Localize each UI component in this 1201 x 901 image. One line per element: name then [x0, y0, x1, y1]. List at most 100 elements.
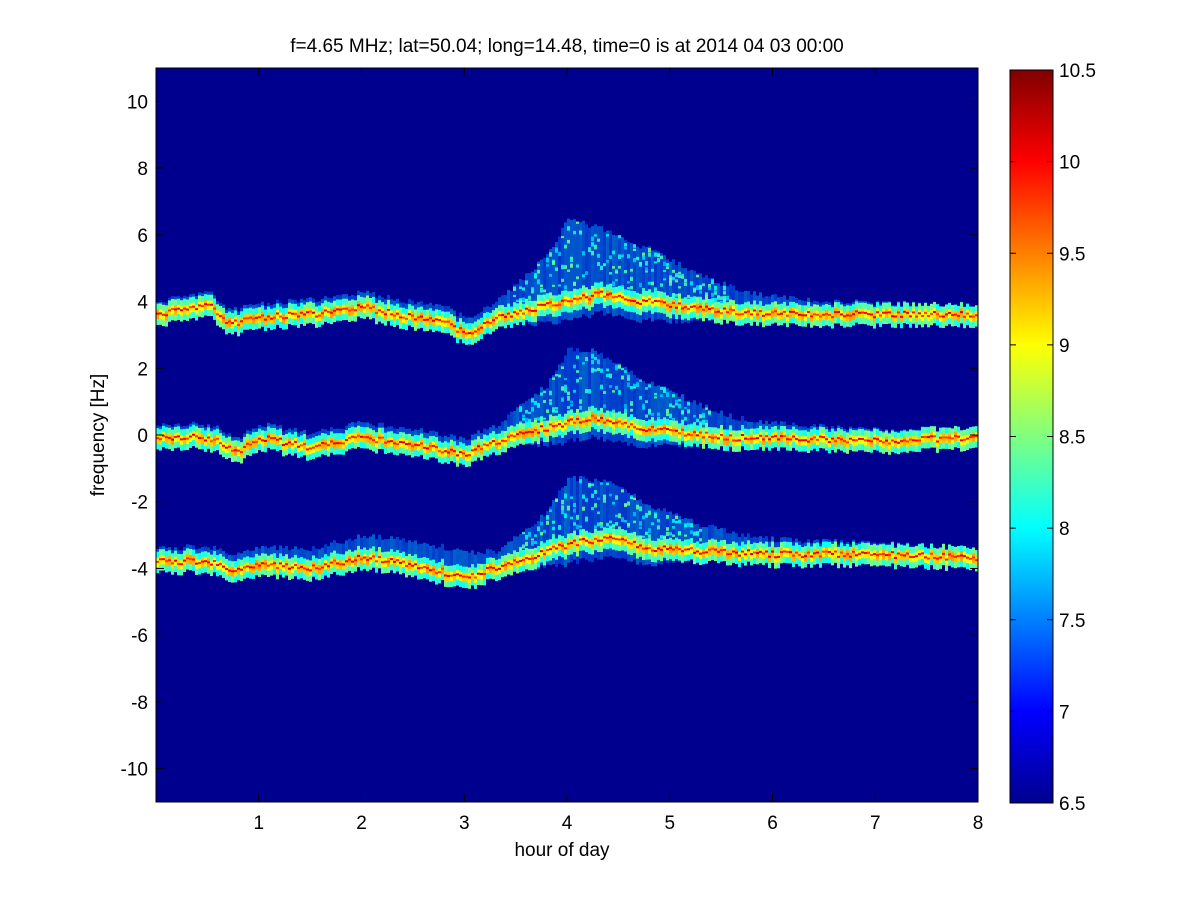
heat-cell-speckle-2 — [615, 514, 618, 518]
heat-cell-peak-1 — [597, 419, 600, 422]
heat-cell-peak-2 — [186, 557, 189, 560]
heat-cell-speckle-0 — [537, 269, 540, 274]
heat-cell-peak-2 — [624, 539, 627, 542]
heat-cell-peak-2 — [171, 562, 174, 565]
heat-cell-peak-2 — [168, 559, 171, 562]
heat-cell-band-0 — [585, 224, 588, 317]
heat-cell-peak-1 — [762, 438, 765, 441]
heat-cell-speckle-1 — [591, 353, 594, 359]
heat-cell-peak-0 — [192, 305, 195, 308]
heat-cell-peak-2 — [519, 559, 522, 562]
heat-cell-peak-2 — [786, 550, 789, 553]
heat-cell-peak-2 — [396, 559, 399, 562]
heat-cell-peak-0 — [195, 308, 198, 311]
heat-cell-speckle-1 — [606, 373, 609, 378]
heat-cell-peak-2 — [633, 540, 636, 543]
heat-cell-peak-2 — [537, 555, 540, 558]
heat-cell-speckle-0 — [519, 286, 522, 290]
heat-cell-speckle-1 — [597, 367, 600, 371]
heat-cell-peak-0 — [957, 314, 960, 317]
heat-cell-peak-2 — [465, 575, 468, 578]
heat-cell-peak-2 — [687, 548, 690, 551]
heat-cell-band-2 — [552, 500, 555, 564]
heat-cell-peak-2 — [510, 563, 513, 566]
heat-cell-peak-1 — [438, 450, 441, 453]
heat-cell-peak-1 — [465, 454, 468, 457]
heat-cell-speckle-2 — [579, 525, 582, 528]
heat-cell-speckle-0 — [669, 281, 672, 286]
heat-cell-speckle-1 — [564, 387, 567, 393]
heat-cell-peak-2 — [759, 550, 762, 553]
heat-cell-band-1 — [537, 394, 540, 447]
heat-cell-speckle-0 — [558, 251, 561, 256]
heat-cell-peak-1 — [282, 444, 285, 447]
heat-cell-speckle-0 — [690, 281, 693, 286]
heat-cell-peak-0 — [558, 303, 561, 306]
heat-cell-peak-2 — [471, 573, 474, 576]
heat-cell-band-2 — [669, 511, 672, 562]
heat-cell-peak-1 — [663, 426, 666, 429]
heat-cell-peak-1 — [318, 444, 321, 447]
heat-cell-band-1 — [546, 388, 549, 447]
heat-cell-peak-2 — [909, 556, 912, 559]
heat-cell-peak-1 — [783, 435, 786, 438]
heat-cell-speckle-0 — [597, 238, 600, 242]
heat-cell-band-1 — [627, 372, 630, 446]
heat-cell-speckle-2 — [573, 508, 576, 513]
heat-cell-band-0 — [564, 222, 567, 320]
heat-cell-speckle-0 — [546, 264, 549, 267]
x-tick-label: 3 — [459, 813, 470, 834]
heat-cell-peak-0 — [273, 316, 276, 319]
heat-cell-peak-1 — [711, 436, 714, 439]
heat-cell-peak-0 — [432, 319, 435, 322]
heat-cell-speckle-1 — [606, 368, 609, 372]
x-tick-label: 1 — [253, 813, 264, 834]
heat-cell-peak-2 — [897, 552, 900, 555]
heat-cell-peak-0 — [552, 304, 555, 307]
heat-cell-band-1 — [630, 370, 633, 444]
heat-cell-peak-0 — [387, 308, 390, 311]
heat-cell-band-2 — [624, 489, 627, 559]
heat-cell-speckle-1 — [648, 410, 651, 415]
heat-cell-speckle-2 — [597, 511, 600, 515]
heat-cell-peak-0 — [660, 300, 663, 303]
heat-cell-peak-1 — [546, 429, 549, 432]
heat-cell-speckle-0 — [666, 266, 669, 270]
heat-cell-peak-0 — [321, 312, 324, 315]
heat-cell-peak-0 — [594, 291, 597, 294]
heat-cell-peak-2 — [225, 568, 228, 571]
heat-cell-speckle-0 — [552, 284, 555, 287]
heat-cell-peak-1 — [948, 436, 951, 439]
heat-cell-peak-0 — [255, 316, 258, 319]
heat-cell-speckle-0 — [678, 274, 681, 279]
heat-cell-peak-0 — [369, 307, 372, 310]
heat-cell-speckle-0 — [567, 269, 570, 272]
heat-cell-peak-0 — [639, 302, 642, 305]
heat-cell-speckle-2 — [588, 483, 591, 487]
heat-cell-peak-1 — [819, 435, 822, 438]
heat-cell-peak-2 — [486, 566, 489, 569]
heat-cell-peak-0 — [789, 310, 792, 313]
heat-cell-peak-1 — [492, 440, 495, 443]
heat-cell-peak-1 — [789, 438, 792, 441]
heat-cell-peak-0 — [396, 312, 399, 315]
heat-cell-peak-1 — [594, 416, 597, 419]
heat-cell-peak-1 — [513, 435, 516, 438]
heat-cell-speckle-0 — [675, 279, 678, 283]
heat-cell-peak-1 — [723, 438, 726, 441]
heat-cell-peak-2 — [813, 552, 816, 555]
heat-cell-speckle-0 — [633, 244, 636, 248]
heat-cell-peak-1 — [381, 436, 384, 439]
heat-cell-speckle-1 — [579, 399, 582, 404]
y-tick-label: -6 — [131, 626, 148, 647]
heat-cell-speckle-0 — [714, 291, 717, 295]
heat-cell-peak-1 — [432, 444, 435, 447]
heat-cell-speckle-1 — [666, 392, 669, 397]
heat-cell-peak-1 — [636, 427, 639, 430]
heat-cell-peak-2 — [504, 564, 507, 567]
heat-cell-band-2 — [618, 486, 621, 559]
heat-cell-peak-1 — [168, 436, 171, 439]
heat-cell-speckle-2 — [651, 522, 654, 526]
heat-cell-peak-1 — [585, 419, 588, 422]
heat-cell-speckle-1 — [705, 419, 708, 423]
